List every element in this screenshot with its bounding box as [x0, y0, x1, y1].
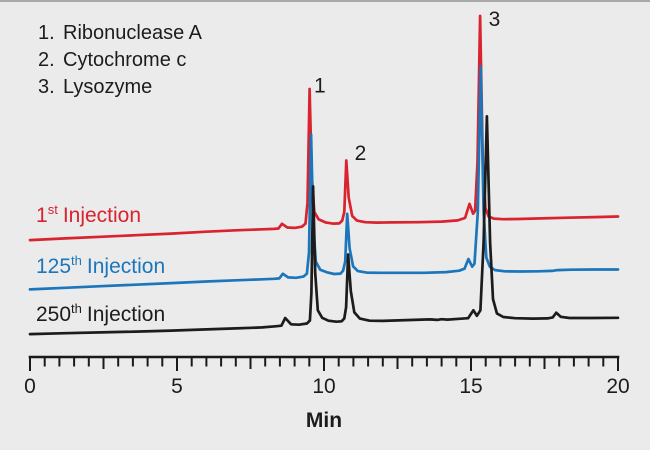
series-label-250th-injection: 250th Injection — [36, 301, 165, 327]
injection-number: 1 — [36, 204, 48, 227]
analyte-number: 3. — [38, 76, 55, 98]
peak-label-2: 2 — [355, 142, 367, 165]
injection-number: 125 — [36, 255, 72, 278]
injection-word: Injection — [86, 255, 166, 278]
injection-number: 250 — [36, 303, 72, 326]
analyte-name: Ribonuclease A — [63, 22, 202, 44]
analyte-number: 1. — [38, 22, 55, 44]
x-tick-label: 20 — [606, 375, 629, 398]
analyte-item-lysozyme: 3. Lysozyme — [38, 74, 202, 101]
series-label-1st-injection: 1st Injection — [36, 202, 141, 228]
analyte-name: Lysozyme — [63, 76, 153, 98]
analyte-item-cytochrome-c: 2. Cytochrome c — [38, 47, 202, 74]
analyte-item-ribonuclease-a: 1. Ribonuclease A — [38, 20, 202, 47]
injection-word: Injection — [62, 204, 142, 227]
injection-ordinal: th — [71, 301, 82, 316]
analyte-legend: 1. Ribonuclease A 2. Cytochrome c 3. Lys… — [38, 20, 202, 101]
x-tick-label: 0 — [24, 375, 36, 398]
x-tick-label: 15 — [459, 375, 482, 398]
peak-label-1: 1 — [314, 74, 326, 97]
x-tick-label: 5 — [171, 375, 183, 398]
injection-word: Injection — [86, 303, 166, 326]
trace-1st-injection — [28, 14, 620, 242]
peak-label-3: 3 — [489, 8, 501, 31]
injection-ordinal: th — [71, 253, 82, 268]
top-border-rule — [0, 0, 650, 2]
trace-250th-injection — [28, 115, 620, 336]
analyte-number: 2. — [38, 49, 55, 71]
trace-125th-injection — [28, 65, 620, 291]
series-label-125th-injection: 125th Injection — [36, 253, 165, 279]
x-tick-label: 10 — [312, 375, 335, 398]
injection-ordinal: st — [47, 202, 58, 217]
x-axis-title: Min — [305, 409, 343, 432]
analyte-name: Cytochrome c — [63, 49, 187, 71]
